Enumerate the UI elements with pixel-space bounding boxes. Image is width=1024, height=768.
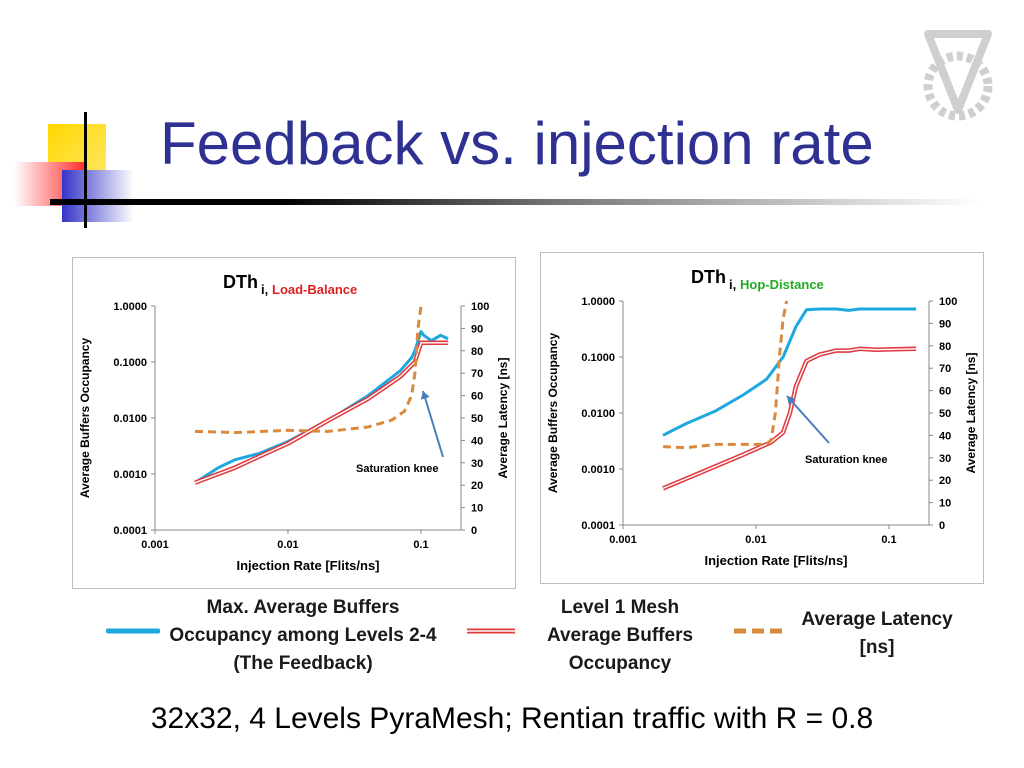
annotation-arrow-line [422,390,444,458]
y-right-tick-label: 50 [939,408,951,420]
y-left-tick-label: 1.0000 [113,301,147,313]
x-tick-label: 0.001 [609,534,637,546]
legend-mesh-line2: Average Buffers [546,625,694,646]
title-underline [50,199,980,205]
x-tick-label: 0.01 [745,534,766,546]
y-left-tick-label: 0.0100 [581,408,615,420]
y-left-tick-label: 0.0010 [113,469,147,481]
series-feedback-line [194,330,449,484]
y-left-tick-label: 1.0000 [581,296,615,308]
y-right-tick-label: 20 [939,475,951,487]
y-left-tick-label: 0.1000 [113,357,147,369]
series-latency-line [662,300,789,450]
y-right-tick-label: 90 [939,318,951,330]
y-right-tick-label: 30 [471,458,483,470]
y-axis-left-label: Average Buffers Occupancy [546,333,560,494]
logo-gear-ring [923,51,993,121]
legend-feedback-line2: Occupancy among Levels 2-4 [169,625,437,646]
university-logo [923,30,993,121]
series-feedback-line [662,307,917,437]
y-right-tick-label: 80 [939,341,951,353]
legend-feedback-line3: (The Feedback) [233,653,373,674]
y-right-tick-label: 10 [471,503,483,515]
x-axis-label: Injection Rate [Flits/ns] [236,558,379,573]
legend-latency-line1: Average Latency [801,609,953,630]
legend-latency-label: Average Latency [ns] [784,606,970,662]
x-tick-label: 0.1 [413,539,428,551]
title-decoration [0,100,150,230]
series-mesh-line-inner [662,348,917,490]
annotation-arrow-head [420,391,430,400]
x-tick-label: 0.001 [141,539,169,551]
y-right-tick-label: 80 [471,346,483,358]
y-right-tick-label: 40 [939,430,951,442]
y-left-tick-label: 0.0001 [113,525,147,537]
series-mesh-line-inner [194,342,449,484]
y-right-tick-label: 0 [939,520,945,532]
x-tick-label: 0.1 [881,534,896,546]
chart-title-main: DTh [223,272,258,292]
y-left-tick-label: 0.0100 [113,413,147,425]
x-tick-label: 0.01 [277,539,298,551]
chart-title-sub-label: Load-Balance [272,282,357,297]
y-right-tick-label: 30 [939,453,951,465]
legend-latency-line2: [ns] [859,637,895,658]
legend-mesh-swatch [467,628,515,634]
legend-latency-swatch [734,628,782,634]
y-right-tick-label: 0 [471,525,477,537]
slide-title: Feedback vs. injection rate [160,110,874,177]
y-right-tick-label: 50 [471,413,483,425]
decor-vertical-line [84,112,87,228]
legend-feedback-swatch [106,628,160,634]
y-right-tick-label: 20 [471,480,483,492]
y-axis-left-label: Average Buffers Occupancy [78,338,92,499]
annotation-arrow-line [786,395,830,444]
y-right-tick-label: 70 [471,368,483,380]
chart-title-sub-index: i, [261,282,268,297]
chart-load-balance-frame: DTh i, Load-Balance 1.0000 0.1000 0.0100 0.001… [72,257,516,589]
y-right-tick-label: 100 [471,301,489,313]
y-right-tick-label: 70 [939,363,951,375]
legend-mesh-line3: Occupancy [568,653,672,674]
chart-title-main: DTh [691,267,726,287]
series-latency-line [194,304,423,435]
x-axis-label: Injection Rate [Flits/ns] [704,553,847,568]
legend-mesh-label: Level 1 Mesh Average Buffers Occupancy [520,594,720,678]
legend-mesh-line1: Level 1 Mesh [560,597,680,618]
chart-hop-distance-frame: DTh i, Hop-Distance 1.0000 0.1000 0.0100 0.001… [540,252,984,584]
legend-feedback-line1: Max. Average Buffers [206,597,400,618]
y-right-tick-label: 60 [939,386,951,398]
chart-hop-distance: DTh i, Hop-Distance 1.0000 0.1000 0.0100 0.001… [546,267,978,568]
annotation-saturation-knee: Saturation knee [805,454,888,466]
chart-load-balance: DTh i, Load-Balance 1.0000 0.1000 0.0100 0.001… [78,272,510,573]
logo-letter-shape [924,30,992,114]
chart-title-sub-index: i, [729,277,736,292]
slide-caption: 32x32, 4 Levels PyraMesh; Rentian traffi… [150,702,874,735]
y-left-tick-label: 0.0001 [581,520,615,532]
y-right-tick-label: 10 [939,498,951,510]
y-right-tick-label: 60 [471,391,483,403]
y-right-tick-label: 90 [471,323,483,335]
decor-blue-square [62,170,134,222]
y-axis-right-label: Average Latency [ns] [496,358,510,479]
annotation-saturation-knee: Saturation knee [356,463,439,475]
y-axis-right-label: Average Latency [ns] [964,353,978,474]
y-left-tick-label: 0.1000 [581,352,615,364]
y-right-tick-label: 100 [939,296,957,308]
y-right-tick-label: 40 [471,435,483,447]
annotation-arrow-head [787,396,796,405]
y-left-tick-label: 0.0010 [581,464,615,476]
legend-feedback-label: Max. Average Buffers Occupancy among Lev… [158,594,448,678]
chart-title-sub-label: Hop-Distance [740,277,824,292]
